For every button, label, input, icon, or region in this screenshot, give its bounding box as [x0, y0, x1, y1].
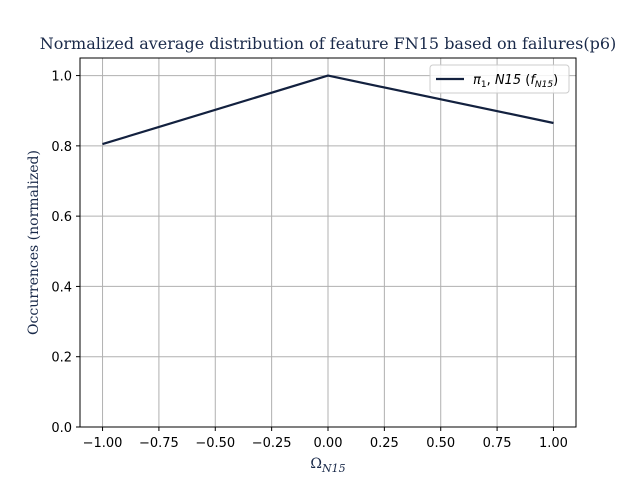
x-axis-label: ΩN15	[310, 456, 345, 475]
y-tick-label: 0.0	[51, 421, 72, 436]
x-tick-label: 0.25	[370, 436, 399, 451]
series-layer	[102, 74, 554, 146]
x-tick-label: 0.75	[483, 436, 512, 451]
chart-title: Normalized average distribution of featu…	[40, 34, 616, 53]
legend-box	[429, 64, 570, 94]
x-tick-label: 1.00	[539, 436, 568, 451]
y-tick-label: 1.0	[51, 70, 72, 85]
x-tick-label: −0.75	[139, 436, 179, 451]
y-tick-label: 0.2	[51, 351, 72, 366]
y-tick-label: 0.4	[51, 280, 72, 295]
legend: π1, N15 (fN15)	[429, 64, 570, 94]
y-tick-label: 0.6	[51, 210, 72, 225]
y-tick-label: 0.8	[51, 140, 72, 155]
x-tick-label: 0.50	[426, 436, 455, 451]
series-line	[102, 74, 554, 146]
x-tick-label: −0.50	[195, 436, 235, 451]
legend-entry-label: π1, N15 (fN15)	[473, 73, 558, 90]
x-tick-label: 0.00	[314, 436, 343, 451]
y-axis-label: Occurrences (normalized)	[26, 150, 42, 335]
x-tick-label: −0.25	[252, 436, 292, 451]
x-tick-label: −1.00	[83, 436, 123, 451]
axis-ticks: −1.00 −0.75 −0.50 −0.25 0.00 0.25 0.50 0.75 1.00…	[51, 70, 568, 451]
grid-lines	[80, 58, 576, 428]
